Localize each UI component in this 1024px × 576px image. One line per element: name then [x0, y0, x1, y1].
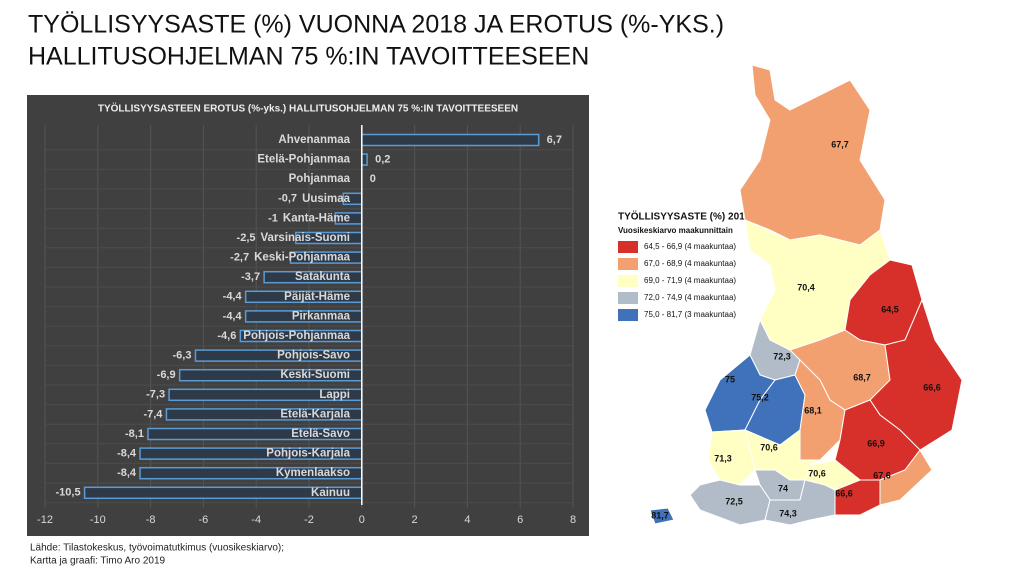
slide-title: TYÖLLISYYSASTE (%) VUONNA 2018 JA EROTUS…: [28, 11, 724, 39]
bar: [361, 133, 540, 147]
y-tick-label: Pohjois-Savo: [277, 350, 350, 362]
bar: [361, 153, 368, 166]
map-region-label: 66,6: [835, 488, 853, 498]
map-region-label: 68,1: [804, 405, 822, 415]
x-tick-label: -12: [37, 514, 53, 526]
source: Kartta ja graafi: Timo Aro 2019: [30, 556, 166, 567]
map-region-label: 74: [778, 483, 788, 493]
y-tick-label: Etelä-Karjala: [280, 408, 350, 420]
legend-label: 64,5 - 66,9 (4 maakuntaa): [644, 242, 736, 251]
legend-swatch: [618, 258, 638, 270]
map-region-label: 72,5: [725, 496, 743, 506]
y-tick-label: Pohjois-Pohjanmaa: [243, 330, 350, 342]
y-tick-label: Kymenlaakso: [276, 467, 350, 479]
map-region: [869, 298, 963, 451]
y-tick-label: Lappi: [319, 389, 350, 401]
y-tick-label: Pirkanmaa: [292, 310, 351, 322]
y-tick-label: Kanta-Häme: [283, 212, 350, 224]
map-region-label: 68,7: [853, 372, 871, 382]
y-tick-label: Keski-Suomi: [280, 369, 350, 381]
chart-title: TYÖLLISYYSASTEEN EROTUS (%-yks.) HALLITU…: [98, 102, 518, 115]
x-tick-label: 4: [464, 514, 470, 526]
map-region-label: 75: [725, 374, 735, 384]
value-label: -4,6: [217, 330, 236, 342]
x-tick-label: 2: [412, 514, 418, 526]
map-region-label: 81,7: [651, 510, 669, 520]
value-label: -7,3: [146, 389, 165, 401]
value-label: -2,7: [230, 252, 249, 264]
legend-subtitle: Vuosikeskiarvo maakunnittain: [618, 226, 733, 235]
slide-title: HALLITUSOHJELMAN 75 %:IN TAVOITTEESEEN: [28, 43, 589, 71]
legend-label: 67,0 - 68,9 (4 maakuntaa): [644, 259, 736, 268]
source: Lähde: Tilastokeskus, työvoimatutkimus (…: [30, 543, 284, 554]
map-region: [649, 507, 675, 525]
map-region-label: 67,6: [873, 470, 891, 480]
value-label: 6,7: [547, 134, 562, 146]
map-region-label: 74,3: [779, 508, 797, 518]
x-tick-label: -6: [199, 514, 209, 526]
map-region-label: 64,5: [881, 304, 899, 314]
value-label: -3,7: [241, 271, 260, 283]
value-label: 0,2: [375, 154, 390, 166]
x-tick-label: 6: [517, 514, 523, 526]
map-region-label: 66,6: [923, 382, 941, 392]
map-region-label: 66,9: [867, 438, 885, 448]
map-region-label: 70,6: [808, 468, 826, 478]
value-label: -4,4: [223, 310, 243, 322]
y-tick-label: Päijät-Häme: [284, 291, 350, 303]
value-label: -10,5: [56, 487, 81, 499]
map-region-label: 70,6: [760, 442, 778, 452]
map-region-label: 67,7: [831, 139, 849, 149]
x-tick-label: -4: [251, 514, 261, 526]
value-label: -6,9: [157, 369, 176, 381]
legend-label: 69,0 - 71,9 (4 maakuntaa): [644, 276, 736, 285]
y-tick-label: Satakunta: [295, 271, 351, 283]
y-tick-label: Etelä-Pohjanmaa: [257, 154, 350, 166]
x-tick-label: 0: [359, 514, 365, 526]
value-label: -4,4: [223, 291, 243, 303]
map-region-label: 75,2: [751, 392, 769, 402]
map-region: [764, 479, 836, 526]
legend-title: TYÖLLISYYSASTE (%) 2018: [618, 210, 751, 223]
legend-label: 72,0 - 74,9 (4 maakuntaa): [644, 293, 736, 302]
y-tick-label: Etelä-Savo: [291, 428, 350, 440]
y-tick-label: Varsinais-Suomi: [261, 232, 350, 244]
y-tick-label: Uusimaa: [302, 193, 351, 205]
y-tick-label: Ahvenanmaa: [278, 134, 350, 146]
value-label: -7,4: [143, 408, 163, 420]
map-region-label: 71,3: [714, 453, 732, 463]
x-tick-label: -10: [90, 514, 106, 526]
value-label: -1: [268, 212, 278, 224]
value-label: 0: [370, 173, 376, 185]
value-label: -8,4: [117, 448, 137, 460]
legend-swatch: [618, 241, 638, 253]
legend-swatch: [618, 292, 638, 304]
map-region-label: 72,3: [773, 351, 791, 361]
value-label: -2,5: [237, 232, 256, 244]
legend-swatch: [618, 275, 638, 287]
map-legend: [612, 207, 772, 321]
y-tick-label: Kainuu: [311, 487, 350, 499]
value-label: -8,1: [125, 428, 144, 440]
x-tick-label: -2: [304, 514, 314, 526]
value-label: -0,7: [278, 193, 297, 205]
y-tick-label: Pohjanmaa: [289, 173, 351, 185]
x-tick-label: 8: [570, 514, 576, 526]
legend-swatch: [618, 309, 638, 321]
y-tick-label: Keski-Pohjanmaa: [254, 252, 350, 264]
map-region-label: 70,4: [797, 282, 815, 292]
legend-label: 75,0 - 81,7 (3 maakuntaa): [644, 310, 736, 319]
y-tick-label: Pohjois-Karjala: [266, 448, 350, 460]
value-label: -6,3: [173, 350, 192, 362]
value-label: -8,4: [117, 467, 137, 479]
x-tick-label: -8: [146, 514, 156, 526]
